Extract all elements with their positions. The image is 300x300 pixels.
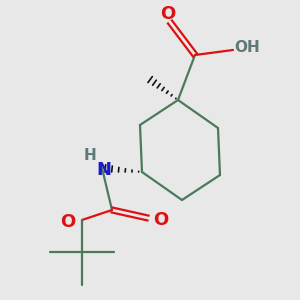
- Text: O: O: [160, 5, 175, 23]
- Text: O: O: [153, 211, 169, 229]
- Text: H: H: [84, 148, 96, 164]
- Text: OH: OH: [234, 40, 260, 56]
- Text: N: N: [97, 161, 112, 179]
- Text: O: O: [60, 213, 76, 231]
